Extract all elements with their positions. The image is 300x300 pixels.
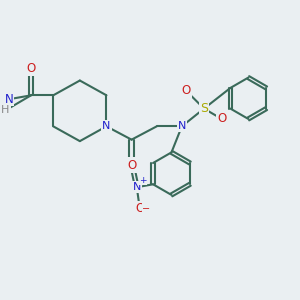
Text: N: N bbox=[5, 93, 14, 106]
Text: O: O bbox=[135, 202, 144, 215]
Text: H: H bbox=[2, 105, 10, 115]
Text: H: H bbox=[1, 105, 10, 115]
Text: O: O bbox=[128, 160, 137, 172]
Text: O: O bbox=[182, 84, 191, 98]
Text: O: O bbox=[26, 62, 36, 75]
Text: O: O bbox=[217, 112, 226, 125]
Text: N: N bbox=[133, 182, 141, 192]
Text: S: S bbox=[200, 102, 208, 115]
Text: O: O bbox=[127, 158, 136, 171]
Text: −: − bbox=[142, 203, 150, 214]
Text: N: N bbox=[178, 121, 186, 131]
Text: N: N bbox=[102, 121, 111, 131]
Text: +: + bbox=[140, 176, 147, 185]
